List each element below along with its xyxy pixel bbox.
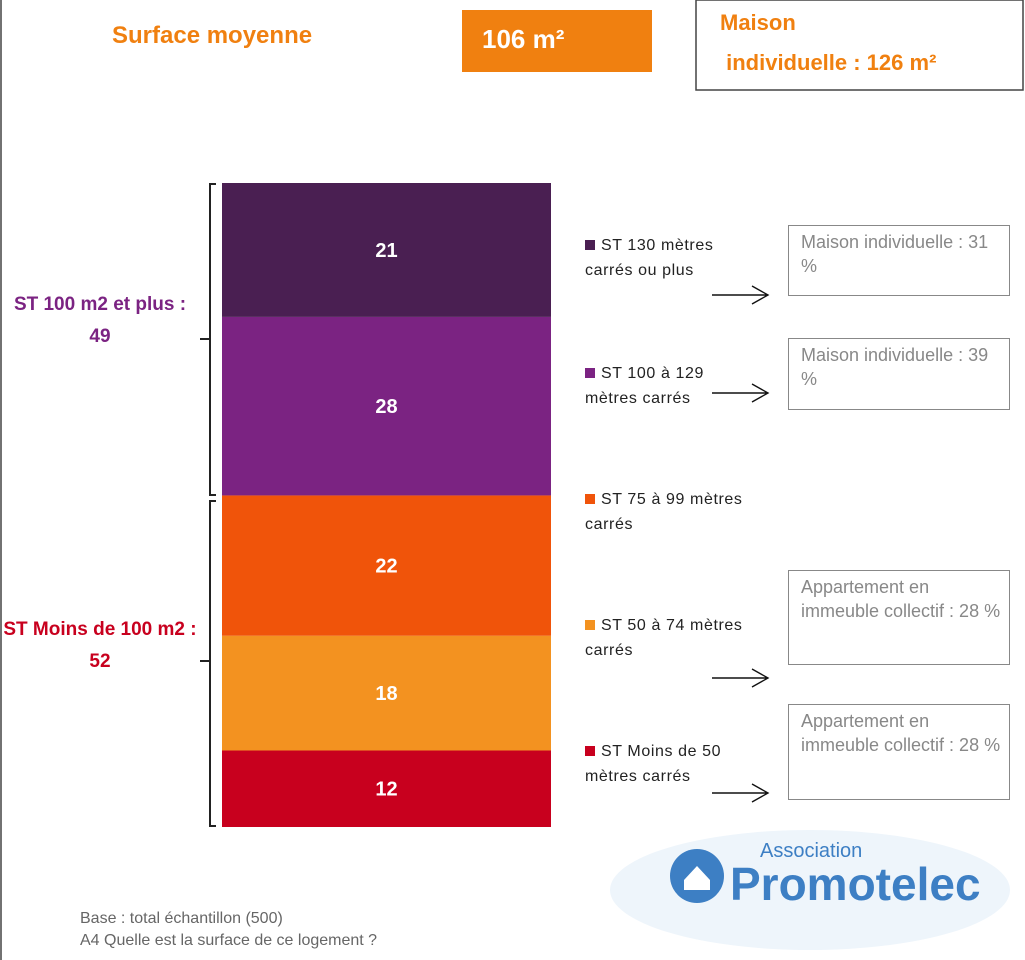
legend-swatch (585, 368, 595, 378)
group-value: 52 (89, 651, 111, 672)
house-box (695, 0, 1024, 91)
bar-segment (222, 635, 551, 751)
callout-text: Appartement en immeuble collectif : 28 % (801, 711, 1001, 755)
callout: Maison individuelle : 31 % (788, 225, 1010, 296)
group-name: ST Moins de 100 m2 : (3, 619, 197, 640)
footer-base: Base : total échantillon (500) (80, 910, 283, 927)
legend-item: ST Moins de 50 mètres carrés (585, 739, 745, 789)
group-value: 49 (89, 326, 111, 347)
legend-swatch (585, 746, 595, 756)
logo: Association Promotelec (610, 830, 1010, 950)
logo-small: Association (760, 840, 862, 862)
average-box (462, 10, 652, 72)
value-label: 18 (375, 683, 397, 705)
legend-item: ST 50 à 74 mètres carrés (585, 613, 780, 663)
callout-text: Maison individuelle : 39 % (801, 345, 989, 389)
legend-label: ST Moins de 50 mètres carrés (585, 743, 722, 785)
header-average: 106 m² (482, 24, 565, 54)
value-label: 28 (375, 396, 397, 418)
callout-text: Appartement en immeuble collectif : 28 % (801, 577, 1001, 621)
house-line2: individuelle : 126 m² (720, 50, 937, 75)
bar-segment (222, 183, 551, 317)
brackets (200, 183, 216, 827)
legend-item: ST 130 mètres carrés ou plus (585, 233, 735, 283)
header-label: Surface moyenne (112, 22, 313, 49)
footer-question: A4 Quelle est la surface de ce logement … (80, 932, 378, 949)
bar-segment (222, 750, 551, 827)
house-line1: Maison (720, 10, 796, 35)
value-label: 21 (375, 240, 397, 262)
group-label: ST 100 m2 et plus : 49 (0, 289, 200, 353)
group-label: ST Moins de 100 m2 : 52 (0, 614, 200, 678)
legend-label: ST 75 à 99 mètres carrés (585, 491, 743, 533)
legend-swatch (585, 620, 595, 630)
bar-segment (222, 316, 551, 496)
callout-text: Maison individuelle : 31 % (801, 232, 989, 276)
legend-swatch (585, 494, 595, 504)
callout: Appartement en immeuble collectif : 28 % (788, 570, 1010, 665)
logo-big: Promotelec (730, 858, 981, 910)
arrows (712, 285, 770, 803)
legend-label: ST 130 mètres carrés ou plus (585, 237, 714, 279)
value-label: 12 (375, 779, 397, 801)
legend-label: ST 50 à 74 mètres carrés (585, 617, 743, 659)
group-name: ST 100 m2 et plus : (13, 294, 187, 315)
legend-label: ST 100 à 129 mètres carrés (585, 365, 704, 407)
bar-segment (222, 495, 551, 636)
callout: Maison individuelle : 39 % (788, 338, 1010, 410)
legend-item: ST 75 à 99 mètres carrés (585, 487, 765, 537)
callout: Appartement en immeuble collectif : 28 % (788, 704, 1010, 800)
legend-item: ST 100 à 129 mètres carrés (585, 361, 725, 411)
value-label: 22 (375, 556, 397, 578)
legend-swatch (585, 240, 595, 250)
